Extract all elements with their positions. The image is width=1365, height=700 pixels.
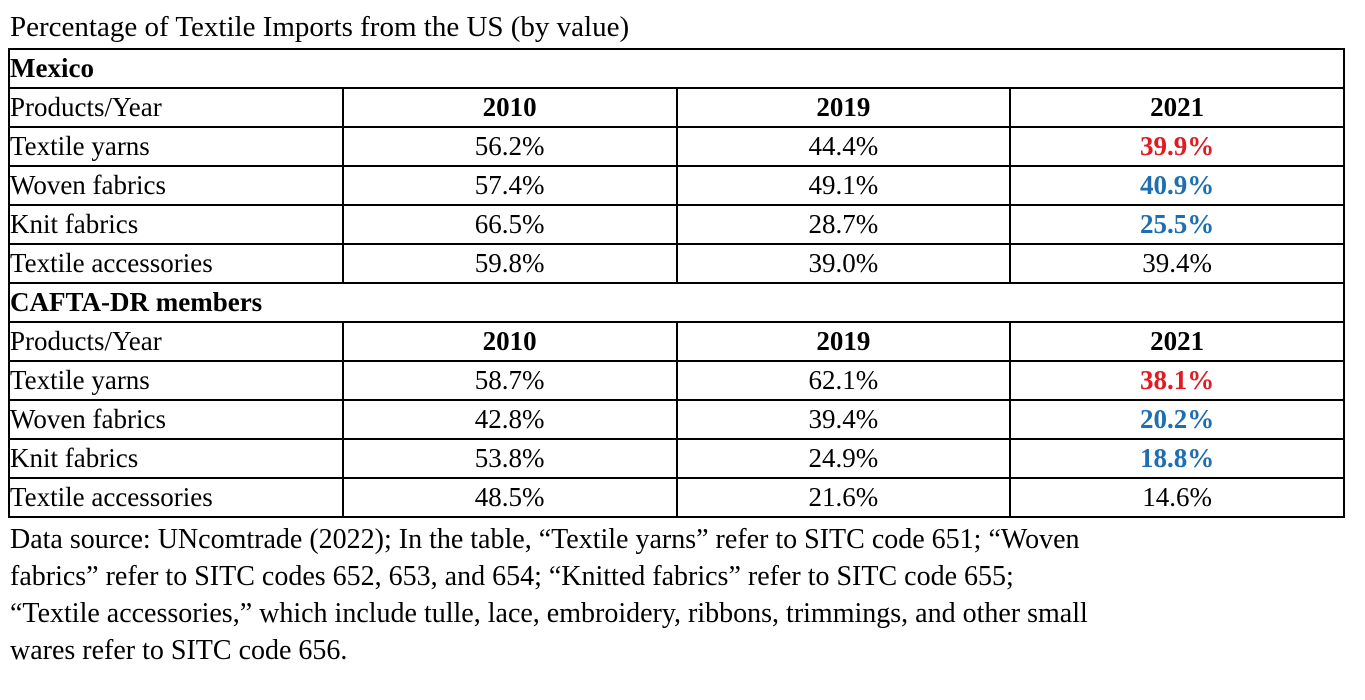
value-2019: 44.4% <box>675 126 1012 167</box>
column-header-products-year: Products/Year <box>8 321 344 362</box>
product-cell: Knit fabrics <box>8 438 344 479</box>
value-2010: 59.8% <box>341 243 678 284</box>
column-header-2010: 2010 <box>341 321 678 362</box>
footnote-line: “Textile accessories,” which include tul… <box>10 598 1088 629</box>
product-cell: Textile yarns <box>8 360 344 401</box>
table-row: Textile yarns 56.2% 44.4% 39.9% <box>8 126 1345 167</box>
footnote-line: fabrics” refer to SITC codes 652, 653, a… <box>10 561 1014 592</box>
product-cell: Woven fabrics <box>8 165 344 206</box>
footnote-line: wares refer to SITC code 656. <box>10 635 348 666</box>
value-2021: 20.2% <box>1009 399 1345 440</box>
column-header-2019: 2019 <box>675 87 1012 128</box>
table-row: Woven fabrics 42.8% 39.4% 20.2% <box>8 399 1345 440</box>
product-cell: Knit fabrics <box>8 204 344 245</box>
value-2019: 21.6% <box>675 477 1012 518</box>
table-row: Textile accessories 59.8% 39.0% 39.4% <box>8 243 1345 284</box>
column-header-2021: 2021 <box>1009 87 1345 128</box>
product-cell: Textile accessories <box>8 243 344 284</box>
value-2010: 56.2% <box>341 126 678 167</box>
value-2010: 53.8% <box>341 438 678 479</box>
column-header-2021: 2021 <box>1009 321 1345 362</box>
column-header-row-mexico: Products/Year 2010 2019 2021 <box>8 87 1345 128</box>
value-2021: 18.8% <box>1009 438 1345 479</box>
data-source-note: Data source: UNcomtrade (2022); In the t… <box>8 521 1357 669</box>
value-2021: 40.9% <box>1009 165 1345 206</box>
table-row: Woven fabrics 57.4% 49.1% 40.9% <box>8 165 1345 206</box>
table-row: Textile yarns 58.7% 62.1% 38.1% <box>8 360 1345 401</box>
section-name-cafta-dr: CAFTA-DR members <box>8 282 1345 323</box>
value-2019: 28.7% <box>675 204 1012 245</box>
value-2010: 58.7% <box>341 360 678 401</box>
product-cell: Textile yarns <box>8 126 344 167</box>
column-header-products-year: Products/Year <box>8 87 344 128</box>
value-2010: 48.5% <box>341 477 678 518</box>
value-2021: 25.5% <box>1009 204 1345 245</box>
section-header-row-mexico: Mexico <box>8 48 1345 89</box>
section-header-row-cafta-dr: CAFTA-DR members <box>8 282 1345 323</box>
table-row: Knit fabrics 53.8% 24.9% 18.8% <box>8 438 1345 479</box>
product-cell: Textile accessories <box>8 477 344 518</box>
value-2021: 38.1% <box>1009 360 1345 401</box>
value-2010: 57.4% <box>341 165 678 206</box>
table-row: Knit fabrics 66.5% 28.7% 25.5% <box>8 204 1345 245</box>
textile-imports-table: Mexico Products/Year 2010 2019 2021 Text… <box>8 48 1345 518</box>
column-header-2019: 2019 <box>675 321 1012 362</box>
value-2021: 39.9% <box>1009 126 1345 167</box>
value-2019: 39.0% <box>675 243 1012 284</box>
document-page: Percentage of Textile Imports from the U… <box>8 11 1357 669</box>
table-row: Textile accessories 48.5% 21.6% 14.6% <box>8 477 1345 518</box>
value-2010: 66.5% <box>341 204 678 245</box>
value-2021: 14.6% <box>1009 477 1345 518</box>
value-2019: 39.4% <box>675 399 1012 440</box>
value-2019: 49.1% <box>675 165 1012 206</box>
column-header-2010: 2010 <box>341 87 678 128</box>
value-2021: 39.4% <box>1009 243 1345 284</box>
value-2019: 24.9% <box>675 438 1012 479</box>
section-name-mexico: Mexico <box>8 48 1345 89</box>
value-2019: 62.1% <box>675 360 1012 401</box>
table-title: Percentage of Textile Imports from the U… <box>10 11 630 43</box>
footnote-line: Data source: UNcomtrade (2022); In the t… <box>10 524 1080 555</box>
product-cell: Woven fabrics <box>8 399 344 440</box>
column-header-row-cafta-dr: Products/Year 2010 2019 2021 <box>8 321 1345 362</box>
value-2010: 42.8% <box>341 399 678 440</box>
